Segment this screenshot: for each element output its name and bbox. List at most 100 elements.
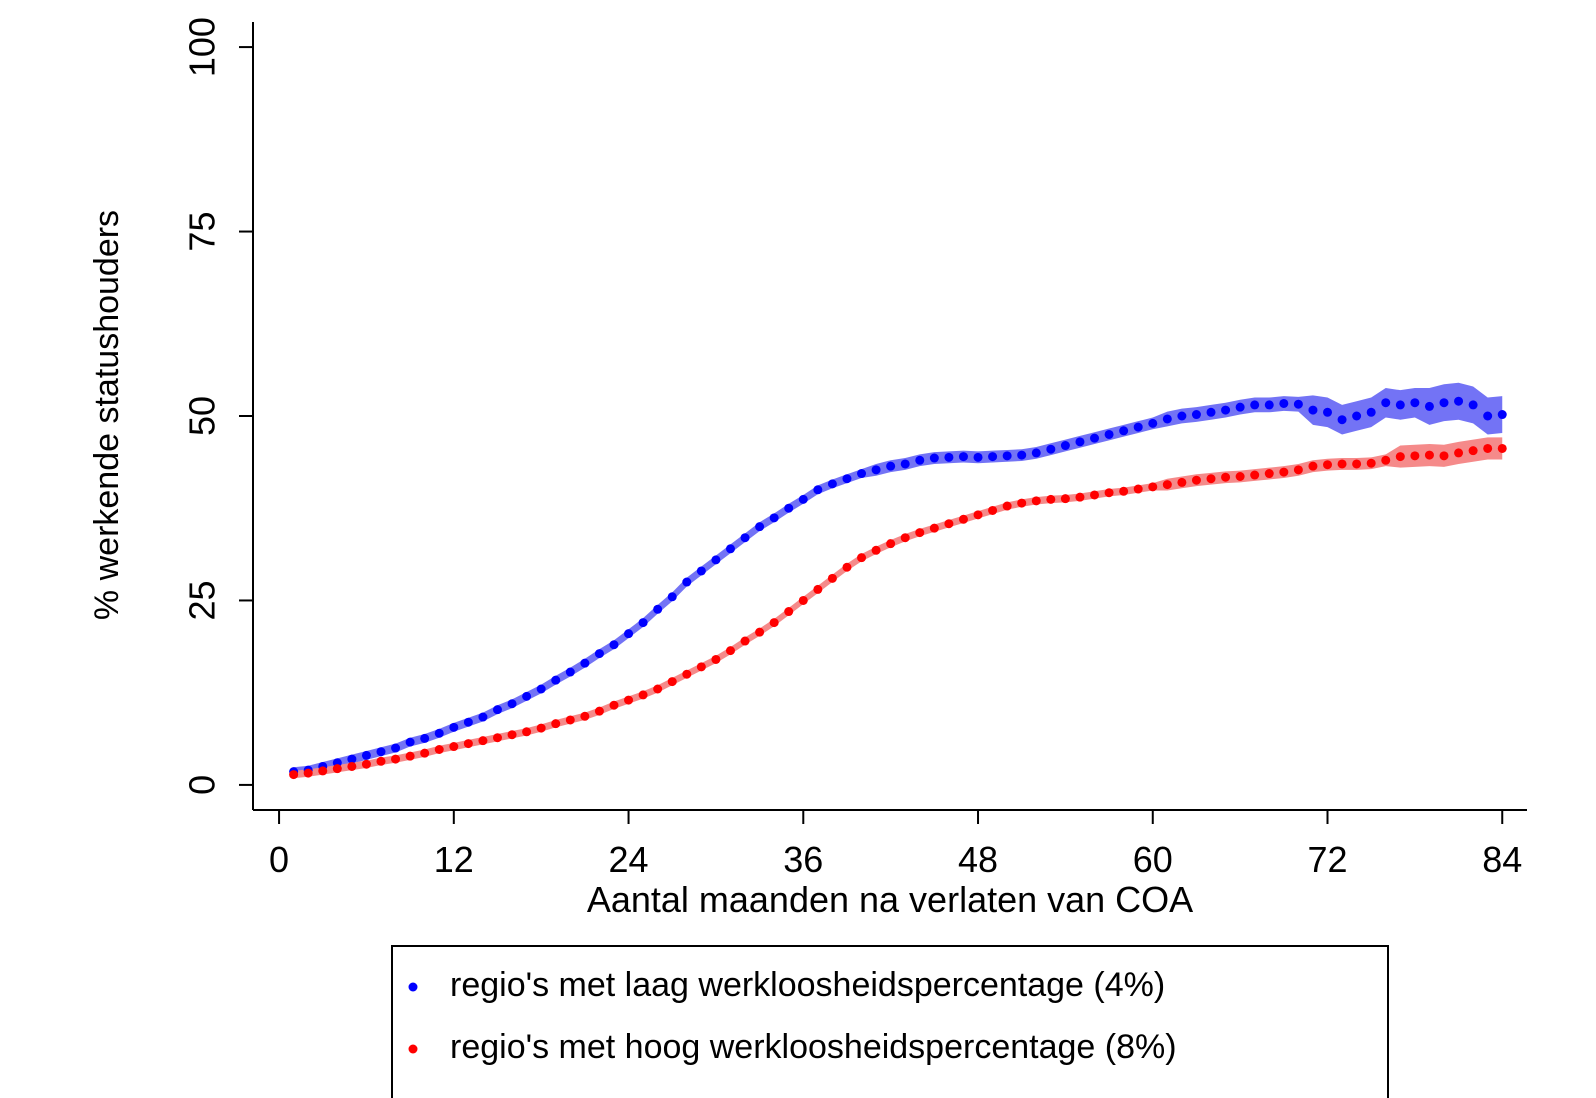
data-point	[478, 736, 488, 746]
data-point	[492, 705, 502, 715]
data-point	[1221, 472, 1231, 482]
data-point	[1366, 407, 1376, 417]
data-point	[1206, 407, 1216, 417]
data-point	[1381, 398, 1391, 408]
data-point	[1439, 398, 1449, 408]
data-point	[784, 607, 794, 617]
data-point	[449, 722, 459, 732]
data-point	[1454, 396, 1464, 406]
data-point	[580, 658, 590, 668]
data-point	[1031, 496, 1041, 506]
data-point	[536, 684, 546, 694]
data-point	[1337, 415, 1347, 425]
x-tick-label: 36	[783, 839, 823, 880]
data-point	[813, 584, 823, 594]
data-point	[580, 711, 590, 721]
data-point	[1352, 411, 1362, 421]
data-point	[1191, 410, 1201, 420]
data-point	[449, 742, 459, 752]
x-axis-title: Aantal maanden na verlaten van COA	[587, 879, 1193, 920]
legend-marker	[408, 982, 418, 992]
data-point	[478, 712, 488, 722]
data-point	[522, 727, 532, 737]
data-point	[1293, 465, 1303, 475]
data-point	[1148, 418, 1158, 428]
data-point	[1119, 486, 1129, 496]
data-point	[725, 646, 735, 656]
data-point	[1279, 398, 1289, 408]
data-point	[1483, 443, 1493, 453]
data-point	[973, 510, 983, 520]
data-point	[653, 604, 663, 614]
data-point	[653, 684, 663, 694]
data-point	[1497, 443, 1507, 453]
data-point	[463, 717, 473, 727]
data-point	[1104, 429, 1114, 439]
confidence-band	[293, 437, 1503, 779]
data-point	[624, 695, 634, 705]
data-point	[420, 733, 430, 743]
data-point	[725, 544, 735, 554]
data-point	[1381, 455, 1391, 465]
data-point	[973, 452, 983, 462]
data-point	[1119, 426, 1129, 436]
data-point	[536, 723, 546, 733]
data-point	[1410, 451, 1420, 461]
data-point	[900, 459, 910, 469]
data-point	[376, 756, 386, 766]
data-point	[361, 759, 371, 769]
data-point	[1133, 484, 1143, 494]
data-point	[405, 737, 415, 747]
data-point	[1424, 401, 1434, 411]
data-point	[507, 730, 517, 740]
data-point	[1031, 448, 1041, 458]
data-point	[988, 505, 998, 515]
data-point	[1454, 448, 1464, 458]
data-point	[551, 675, 561, 685]
data-point	[638, 618, 648, 628]
data-point	[1090, 490, 1100, 500]
y-tick-label: 25	[182, 580, 223, 620]
data-point	[988, 452, 998, 462]
data-point	[594, 706, 604, 716]
data-point	[1264, 469, 1274, 479]
data-point	[798, 595, 808, 605]
data-point	[1250, 400, 1260, 410]
data-point	[1323, 460, 1333, 470]
x-tick-label: 60	[1133, 839, 1173, 880]
data-point	[1483, 411, 1493, 421]
data-point	[711, 654, 721, 664]
data-point	[347, 761, 357, 771]
data-point	[303, 768, 313, 778]
data-point	[1017, 450, 1027, 460]
data-point	[1177, 477, 1187, 487]
data-point	[667, 677, 677, 687]
data-point	[391, 754, 401, 764]
data-point	[1060, 494, 1070, 504]
data-point	[565, 715, 575, 725]
data-point	[958, 514, 968, 524]
data-point	[624, 629, 634, 639]
data-point	[565, 667, 575, 677]
data-point	[1366, 458, 1376, 468]
data-point	[842, 562, 852, 572]
data-point	[1410, 398, 1420, 408]
data-point	[769, 513, 779, 523]
x-tick-label: 72	[1307, 839, 1347, 880]
data-point	[1468, 446, 1478, 456]
y-tick-label: 0	[182, 775, 223, 795]
data-point	[944, 519, 954, 529]
data-point	[1395, 452, 1405, 462]
data-point	[784, 503, 794, 513]
data-point	[915, 455, 925, 465]
data-point	[1017, 498, 1027, 508]
data-point	[638, 690, 648, 700]
data-point	[492, 733, 502, 743]
data-point	[1439, 451, 1449, 461]
data-point	[1075, 437, 1085, 447]
data-point	[944, 452, 954, 462]
data-point	[711, 555, 721, 565]
data-point	[886, 461, 896, 471]
data-point	[1002, 451, 1012, 461]
